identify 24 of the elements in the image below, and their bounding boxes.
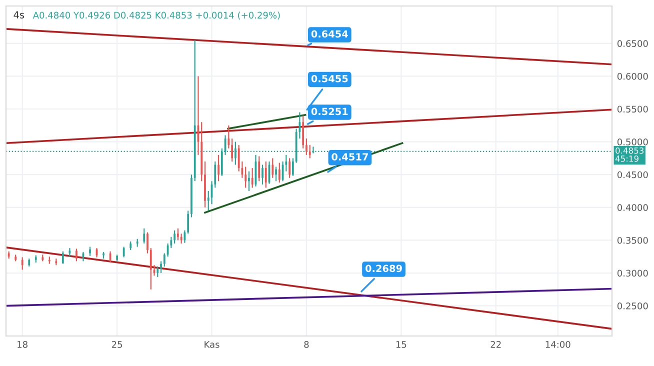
x-tick-label: 15 (396, 341, 406, 348)
annotation: 0.6454 (311, 30, 348, 38)
annotation: 0.4517 (332, 153, 368, 160)
ref-line-label: 0.4853 45:19 (615, 147, 644, 162)
y-tick-label: 0.6500 (617, 40, 648, 47)
x-tick-label: Kas (204, 341, 220, 348)
y-tick-label: 0.3500 (617, 236, 648, 244)
y-tick-label: 0.2500 (617, 302, 648, 310)
text: A0.4840 Y0.4926 D0.4825 K0.4853 +0.0014 (+0.29%) (32, 12, 280, 20)
x-tick-label: 22 (490, 341, 501, 348)
x-tick-label: 25 (112, 341, 122, 348)
annotation: 0.2689 (365, 264, 402, 272)
chart-title: 4s (14, 11, 24, 18)
y-tick-label: 0.3000 (617, 270, 648, 277)
x-tick-label: 14:00 (546, 341, 570, 348)
x-tick-label: 8 (304, 341, 309, 348)
y-tick-label: 0.4500 (617, 171, 648, 178)
y-tick-label: 0.4000 (617, 204, 648, 211)
y-tick-label: 0.6000 (617, 72, 648, 80)
x-tick-label: 18 (18, 341, 28, 348)
y-tick-label: 0.5500 (617, 106, 648, 113)
annotation: 0.5251 (311, 108, 348, 116)
annotation: 0.5455 (311, 74, 348, 82)
y-tick-label: 0.5000 (617, 138, 648, 146)
